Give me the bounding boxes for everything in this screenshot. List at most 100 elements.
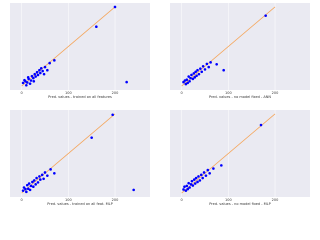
point <box>196 68 199 72</box>
x-tick-label: 200 <box>112 91 119 95</box>
point <box>197 72 201 76</box>
point <box>182 188 185 191</box>
plot-area <box>170 3 310 90</box>
point <box>199 67 202 70</box>
point <box>33 72 37 76</box>
point <box>26 187 30 190</box>
point <box>34 183 37 186</box>
point <box>186 81 190 85</box>
point <box>35 176 38 180</box>
point <box>192 178 196 181</box>
reference-line <box>21 113 116 194</box>
point <box>194 70 197 74</box>
point <box>30 74 34 78</box>
point <box>190 179 194 183</box>
point <box>207 65 211 69</box>
point <box>222 68 225 72</box>
plot-area <box>10 110 150 197</box>
point <box>38 68 41 72</box>
point <box>49 168 52 171</box>
point <box>46 174 49 177</box>
point <box>41 69 44 73</box>
point <box>95 25 98 29</box>
point <box>24 187 27 191</box>
point <box>259 123 263 127</box>
point <box>111 113 114 117</box>
point <box>39 66 43 70</box>
x-axis-label: Pred. values - no model fixed - MLP <box>209 202 270 206</box>
point <box>21 189 25 192</box>
point <box>208 171 211 175</box>
point <box>34 75 37 78</box>
point <box>200 70 204 74</box>
point <box>28 82 32 85</box>
point <box>32 76 35 80</box>
reference-line <box>181 6 276 87</box>
point <box>43 171 47 174</box>
point <box>190 73 193 77</box>
point <box>25 190 28 194</box>
point <box>46 68 49 72</box>
point <box>194 176 198 180</box>
point <box>187 181 190 185</box>
point <box>35 70 39 74</box>
point <box>199 173 203 177</box>
point <box>209 61 212 64</box>
point <box>201 64 205 68</box>
point <box>188 80 191 83</box>
point <box>184 189 188 192</box>
point <box>188 186 191 189</box>
plot-area <box>10 3 150 90</box>
point <box>29 184 33 188</box>
x-tick-label: 200 <box>272 91 279 95</box>
point <box>28 188 32 192</box>
point <box>90 136 93 139</box>
point <box>132 188 135 192</box>
point <box>43 65 47 69</box>
point <box>185 184 189 188</box>
point <box>198 179 202 182</box>
point <box>125 80 128 84</box>
point <box>193 182 197 185</box>
point <box>42 177 45 181</box>
point <box>204 174 208 177</box>
point <box>32 80 36 83</box>
x-tick-label: 100 <box>65 91 72 95</box>
point <box>205 62 209 66</box>
point <box>29 79 33 82</box>
point <box>36 181 40 184</box>
point <box>25 183 29 187</box>
point <box>38 175 41 178</box>
x-axis-label: Pred. values - trained on all feat. MLP <box>47 202 112 206</box>
point <box>193 76 197 79</box>
point <box>25 83 28 87</box>
x-tick-label: 100 <box>65 198 72 202</box>
point <box>36 73 40 77</box>
point <box>187 75 190 78</box>
point <box>189 76 192 80</box>
point <box>53 171 56 175</box>
x-tick-label: 200 <box>112 198 119 202</box>
point <box>186 187 190 191</box>
point <box>39 71 42 75</box>
point <box>40 173 44 177</box>
point <box>24 80 27 83</box>
point <box>32 185 35 189</box>
x-tick-label: 0 <box>21 198 23 202</box>
point <box>196 180 199 184</box>
point <box>21 81 25 85</box>
point <box>113 5 117 9</box>
reference-line <box>181 113 276 194</box>
point <box>192 72 196 75</box>
point <box>25 81 29 84</box>
x-tick-label: 200 <box>272 198 279 202</box>
point <box>206 168 210 172</box>
point <box>191 184 195 187</box>
point <box>184 82 188 86</box>
x-tick-label: 100 <box>225 198 232 202</box>
point <box>42 72 46 76</box>
point <box>183 185 186 189</box>
point <box>220 164 223 167</box>
point <box>201 176 204 180</box>
